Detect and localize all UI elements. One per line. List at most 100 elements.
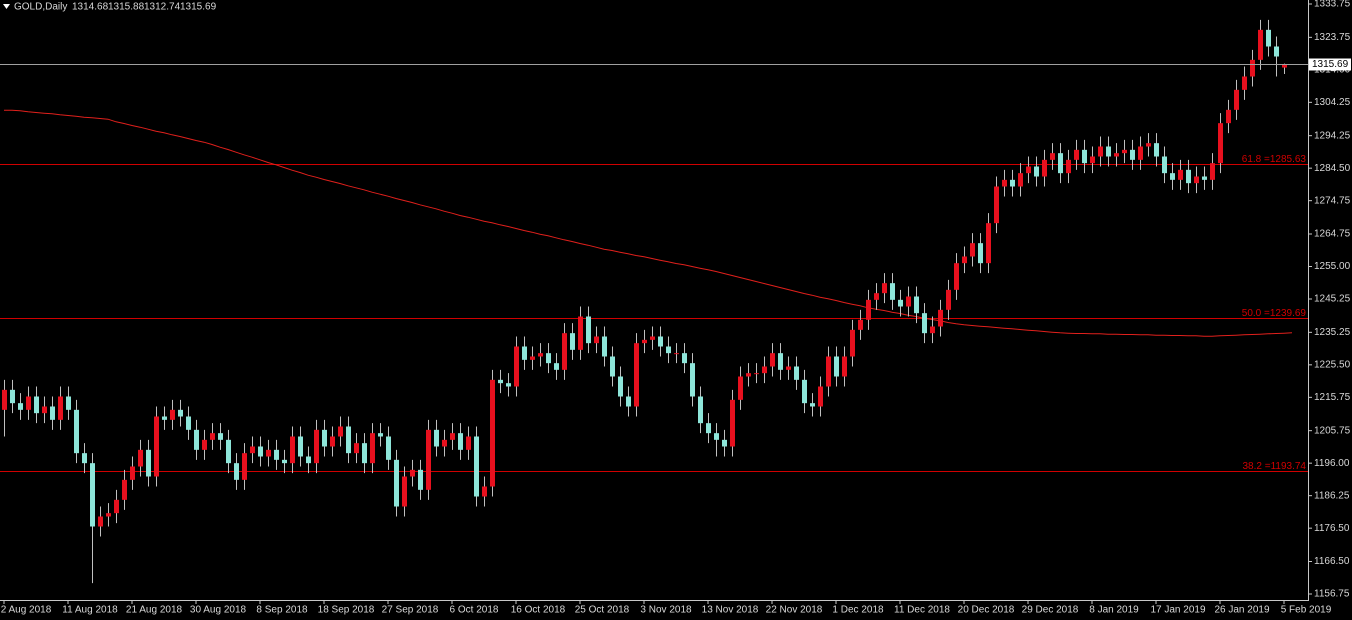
candle-body [538, 353, 543, 357]
candle-body [1082, 149, 1087, 164]
candle-body [450, 433, 455, 440]
x-tick-label: 22 Nov 2018 [766, 605, 823, 616]
candle-body [130, 466, 135, 480]
candle-body [18, 403, 23, 410]
candle-body [794, 366, 799, 380]
candle-body [242, 453, 247, 480]
candle-body [370, 433, 375, 464]
candle-body [250, 446, 255, 454]
candle-body [226, 439, 231, 464]
candle-body [594, 336, 599, 344]
candle-body [122, 479, 127, 500]
candle-body [386, 436, 391, 460]
candle-body [26, 396, 31, 410]
candle-body [754, 373, 759, 375]
candle-body [1122, 149, 1127, 154]
candle-body [738, 376, 743, 400]
candle-body [834, 356, 839, 377]
candle-body [618, 376, 623, 397]
candle-body [746, 373, 751, 377]
candle-body [322, 429, 327, 447]
candle-body [946, 289, 951, 310]
candle-body [522, 346, 527, 360]
candle-body [146, 449, 151, 477]
ohlc-high: 1315.88 [108, 2, 145, 13]
x-tick-label: 1 Dec 2018 [832, 605, 884, 616]
candle-body [442, 439, 447, 447]
candle-body [730, 399, 735, 447]
y-tick-label: 1274.75 [1314, 195, 1351, 206]
candle-body [1210, 163, 1215, 180]
ohlc-open: 1314.68 [72, 2, 109, 13]
x-tick-label: 30 Aug 2018 [190, 605, 247, 616]
candle-body [258, 446, 263, 457]
candle-body [1042, 159, 1047, 177]
candle-body [290, 436, 295, 464]
y-tick-label: 1205.75 [1314, 425, 1351, 436]
candle-body [234, 463, 239, 480]
y-tick-label: 1333.75 [1314, 0, 1351, 10]
candle-body [1098, 146, 1103, 157]
candle-body [1266, 29, 1271, 47]
price-marker [1309, 58, 1351, 71]
candle-body [306, 456, 311, 464]
candle-body [1018, 173, 1023, 187]
x-tick-label: 6 Oct 2018 [450, 605, 499, 616]
candle-body [906, 296, 911, 307]
candle-body [402, 476, 407, 507]
candle-body [1234, 89, 1239, 110]
candle-body [346, 426, 351, 454]
candle-body [1010, 179, 1015, 187]
candle-body [458, 433, 463, 450]
candle-body [682, 353, 687, 364]
candle-body [170, 409, 175, 420]
candle-body [498, 379, 503, 384]
candle-body [978, 243, 983, 264]
candle-body [1186, 169, 1191, 184]
y-tick-label: 1225.50 [1314, 359, 1351, 370]
candle-body [42, 406, 47, 414]
candle-body [914, 296, 919, 314]
candle-body [474, 436, 479, 497]
candle-body [874, 293, 879, 300]
candle-body [10, 389, 15, 404]
candle-body [858, 319, 863, 330]
x-tick-label: 8 Sep 2018 [256, 605, 308, 616]
moving-average [4, 109, 1293, 337]
candle-body [490, 379, 495, 487]
candle-body [546, 353, 551, 364]
candle-body [650, 336, 655, 340]
candle-body [658, 336, 663, 347]
y-tick-label: 1166.50 [1314, 556, 1350, 567]
candle-body [610, 356, 615, 377]
x-tick-label: 8 Jan 2019 [1089, 605, 1139, 616]
candle-body [74, 409, 79, 454]
candle-body [674, 353, 679, 355]
x-tick-label: 5 Feb 2019 [1281, 605, 1332, 616]
candle-body [1194, 176, 1199, 184]
menu-arrow[interactable] [3, 4, 10, 9]
candle-body [514, 346, 519, 387]
fib-label: 38.2 =1193.74 [1243, 461, 1307, 472]
candle-body [482, 486, 487, 497]
x-tick-label: 2 Aug 2018 [1, 605, 52, 616]
candle-body [898, 299, 903, 307]
candle-body [1026, 166, 1031, 174]
candle-body [842, 356, 847, 377]
candle-body [1202, 176, 1207, 180]
candle-body [1050, 153, 1055, 160]
y-tick-label: 1245.25 [1314, 294, 1351, 305]
y-tick-label: 1304.25 [1314, 97, 1351, 108]
candle-body [58, 396, 63, 420]
candle-body [602, 336, 607, 357]
x-tick-label: 11 Aug 2018 [62, 605, 118, 616]
candle-body [962, 256, 967, 264]
candle-body [866, 299, 871, 320]
y-tick-label: 1323.75 [1314, 32, 1351, 43]
candle-body [90, 463, 95, 527]
candle-body [1274, 46, 1279, 57]
candle-body [274, 449, 279, 460]
candle-body [586, 316, 591, 344]
candle-body [626, 396, 631, 407]
candle-body [162, 416, 167, 420]
